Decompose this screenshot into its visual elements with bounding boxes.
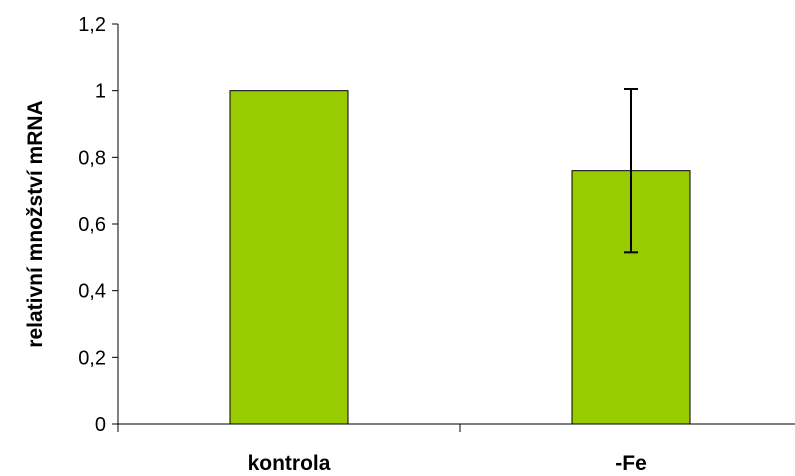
- y-tick-label: 0,2: [78, 347, 106, 369]
- bars: [229, 90, 691, 425]
- y-axis-title: relativní množství mRNA: [24, 100, 47, 347]
- x-category-label: kontrola: [248, 452, 331, 475]
- bar-kontrola: [229, 90, 349, 425]
- y-axis-title-group: relativní množství mRNA: [24, 100, 47, 347]
- y-axis-ticks: 0 0,2 0,4 0,6 0,8 1 1,2: [78, 14, 118, 436]
- error-bars: [624, 88, 638, 254]
- y-tick-label: 1: [95, 81, 106, 103]
- y-tick-label: 0: [95, 414, 106, 436]
- category-labels: kontrola -Fe: [248, 452, 647, 475]
- axes: [117, 24, 795, 432]
- y-tick-label: 0,8: [78, 147, 106, 169]
- x-category-label: -Fe: [615, 452, 647, 475]
- y-tick-label: 0,6: [78, 214, 106, 236]
- y-tick-label: 1,2: [78, 14, 106, 36]
- y-tick-label: 0,4: [78, 281, 106, 303]
